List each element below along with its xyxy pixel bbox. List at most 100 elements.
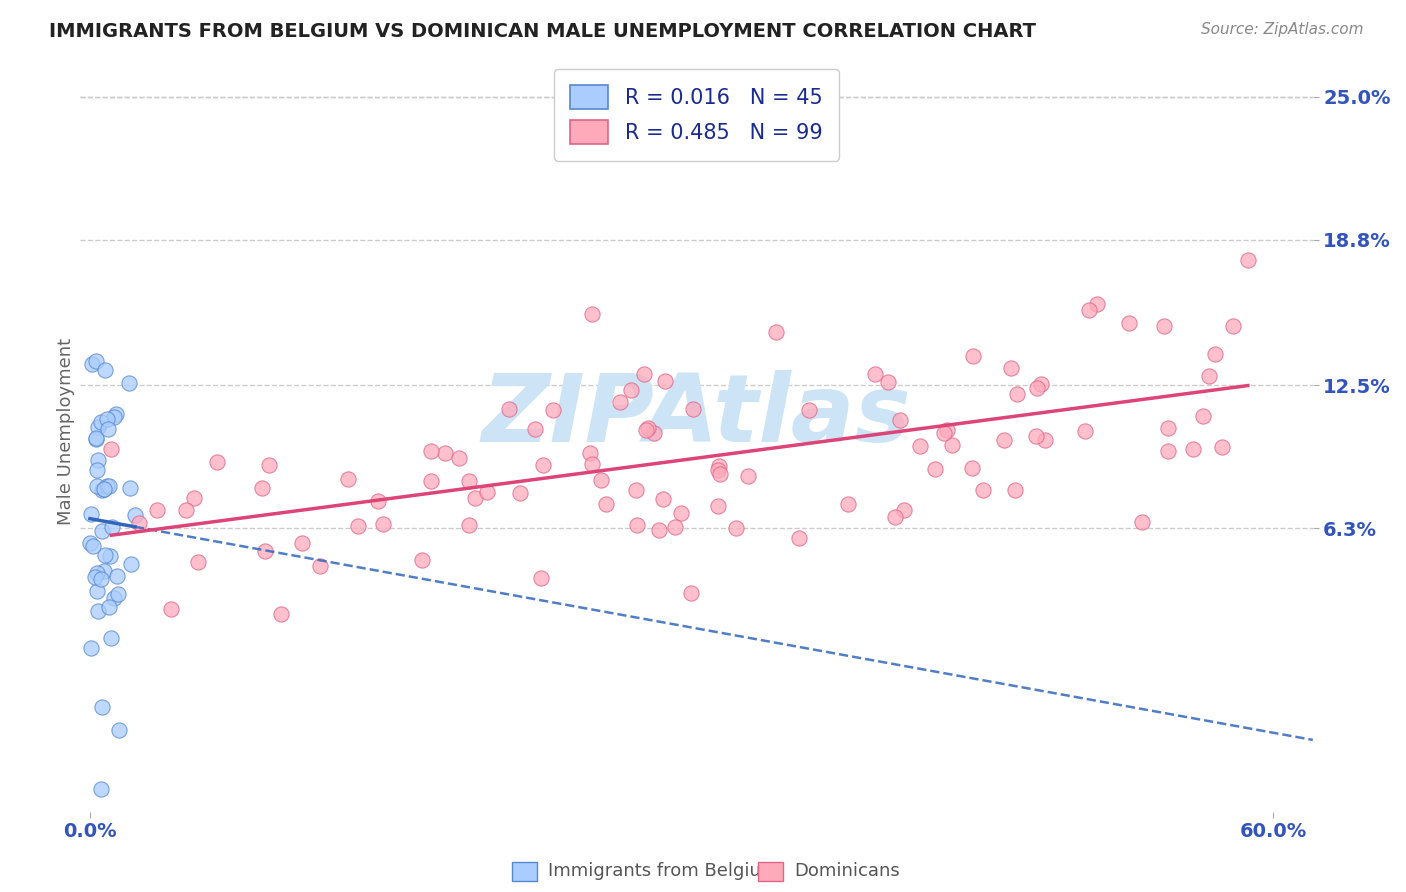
- Point: [707, 459, 730, 474]
- Point: [82, 357, 104, 371]
- Point: [420, 443, 443, 458]
- Point: [96, 479, 118, 493]
- Point: [337, 472, 360, 486]
- Point: [91, 699, 114, 714]
- Text: Dominicans: Dominicans: [794, 863, 900, 880]
- Point: [924, 461, 946, 475]
- Point: [464, 491, 486, 506]
- Point: [941, 438, 963, 452]
- Point: [373, 516, 395, 531]
- Point: [86, 566, 108, 581]
- Point: [884, 509, 907, 524]
- Point: [1191, 409, 1213, 423]
- Point: [87, 604, 110, 618]
- Point: [97, 421, 120, 435]
- Point: [643, 426, 665, 441]
- Point: [257, 458, 280, 472]
- Point: [84, 354, 107, 368]
- Point: [1077, 303, 1099, 318]
- Text: IMMIGRANTS FROM BELGIUM VS DOMINICAN MALE UNEMPLOYMENT CORRELATION CHART: IMMIGRANTS FROM BELGIUM VS DOMINICAN MAL…: [49, 22, 1036, 41]
- Point: [634, 423, 657, 437]
- Point: [725, 521, 748, 535]
- Point: [93, 483, 115, 497]
- Point: [176, 503, 198, 517]
- Point: [90, 781, 112, 796]
- Point: [183, 491, 205, 506]
- Point: [765, 325, 787, 339]
- Point: [105, 568, 128, 582]
- Point: [682, 402, 704, 417]
- Point: [86, 432, 108, 446]
- Point: [124, 508, 146, 522]
- Point: [530, 571, 553, 585]
- Point: [637, 421, 659, 435]
- Point: [84, 570, 107, 584]
- Point: [187, 555, 209, 569]
- Point: [1211, 441, 1233, 455]
- Point: [1118, 316, 1140, 330]
- Text: Source: ZipAtlas.com: Source: ZipAtlas.com: [1201, 22, 1364, 37]
- Point: [681, 586, 703, 600]
- Point: [581, 458, 603, 472]
- Point: [270, 607, 292, 621]
- Point: [707, 463, 730, 477]
- Point: [93, 482, 115, 496]
- Point: [100, 442, 122, 457]
- Point: [863, 367, 886, 381]
- Point: [160, 602, 183, 616]
- Point: [664, 520, 686, 534]
- Point: [737, 469, 759, 483]
- Point: [103, 409, 125, 424]
- Point: [893, 503, 915, 517]
- Point: [87, 420, 110, 434]
- Point: [1085, 297, 1108, 311]
- Point: [477, 484, 499, 499]
- Point: [118, 376, 141, 390]
- Point: [1236, 253, 1258, 268]
- Point: [1004, 483, 1026, 498]
- Point: [93, 565, 115, 579]
- Point: [609, 395, 631, 409]
- Point: [98, 549, 121, 563]
- Point: [626, 517, 648, 532]
- Point: [797, 402, 820, 417]
- Point: [541, 402, 564, 417]
- Point: [1222, 318, 1244, 333]
- Point: [90, 415, 112, 429]
- Point: [291, 535, 314, 549]
- Point: [1000, 360, 1022, 375]
- Point: [993, 434, 1015, 448]
- Point: [118, 481, 141, 495]
- Point: [367, 493, 389, 508]
- Point: [652, 491, 675, 506]
- Point: [524, 422, 547, 436]
- Text: Immigrants from Belgium: Immigrants from Belgium: [548, 863, 779, 880]
- Point: [837, 497, 859, 511]
- Point: [103, 591, 125, 606]
- Point: [633, 367, 655, 381]
- Point: [1025, 381, 1047, 395]
- Point: [1156, 420, 1178, 434]
- Point: [1074, 424, 1097, 438]
- Point: [1130, 515, 1153, 529]
- Point: [91, 483, 114, 497]
- Point: [620, 383, 643, 397]
- Point: [1007, 387, 1029, 401]
- Point: [1204, 346, 1226, 360]
- Point: [960, 460, 983, 475]
- Point: [107, 587, 129, 601]
- Point: [252, 481, 274, 495]
- Point: [80, 507, 103, 521]
- Point: [419, 474, 441, 488]
- Point: [579, 446, 602, 460]
- Point: [972, 483, 994, 497]
- Point: [498, 401, 520, 416]
- Point: [82, 540, 104, 554]
- Point: [581, 307, 603, 321]
- Point: [591, 474, 613, 488]
- Point: [100, 520, 122, 534]
- Point: [908, 439, 931, 453]
- Point: [1182, 442, 1205, 456]
- Point: [531, 458, 554, 472]
- Point: [1157, 443, 1180, 458]
